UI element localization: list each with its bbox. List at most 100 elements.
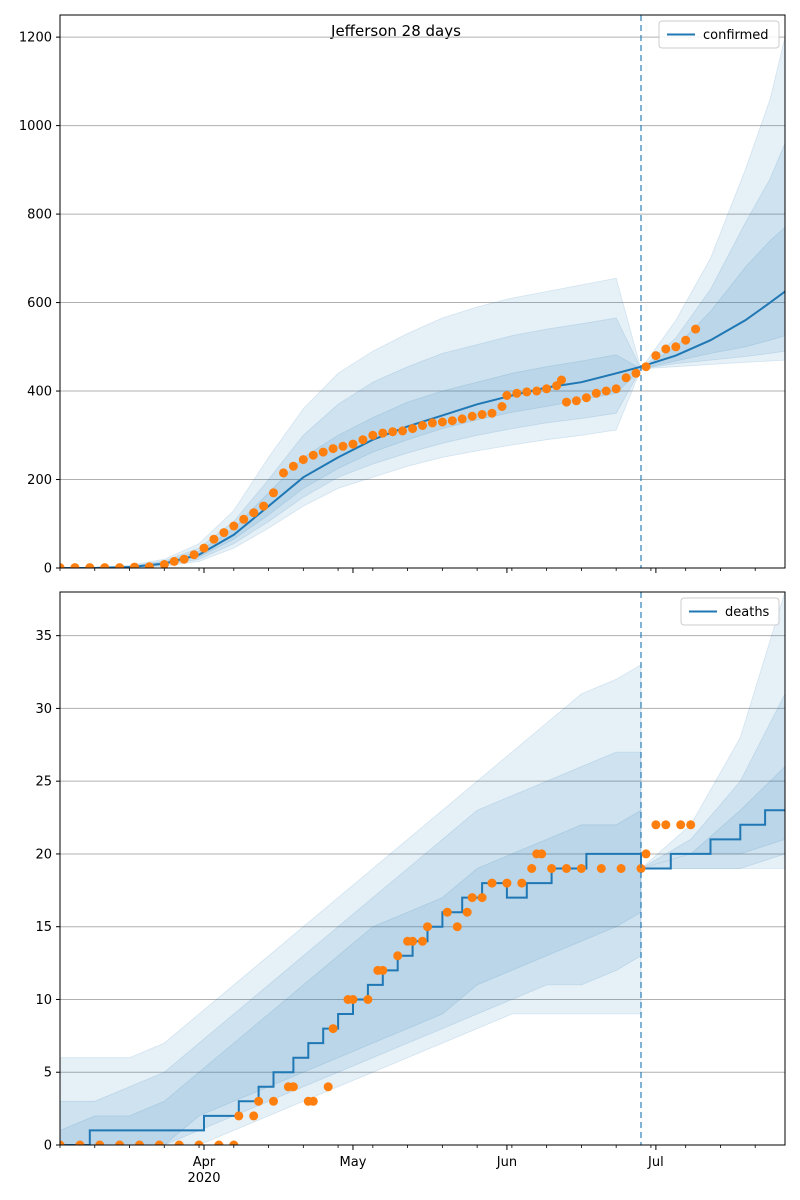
- y-tick-label: 400: [27, 385, 52, 400]
- observed-point: [581, 393, 591, 403]
- observed-point: [641, 849, 651, 859]
- observed-point: [209, 534, 219, 544]
- y-tick-label: 0: [44, 562, 52, 577]
- observed-point: [651, 820, 661, 830]
- observed-point: [269, 1096, 278, 1106]
- observed-point: [269, 488, 278, 498]
- y-tick-label: 25: [35, 775, 52, 790]
- observed-point: [462, 907, 472, 917]
- observed-point: [408, 424, 418, 434]
- observed-point: [174, 1140, 184, 1145]
- observed-point: [661, 820, 671, 830]
- observed-point: [408, 936, 418, 946]
- observed-point: [437, 417, 447, 427]
- observed-point: [537, 849, 547, 859]
- observed-point: [115, 1140, 125, 1145]
- observed-point: [388, 427, 398, 437]
- observed-point: [60, 563, 65, 568]
- observed-point: [601, 386, 611, 396]
- x-tick-label: Apr: [193, 1155, 216, 1170]
- observed-point: [279, 468, 288, 478]
- x-tick-label: Jul: [647, 1155, 664, 1170]
- observed-point: [259, 501, 269, 511]
- observed-point: [234, 1111, 244, 1121]
- uncertainty-band: [639, 592, 785, 869]
- observed-point: [75, 1140, 85, 1145]
- observed-point: [423, 922, 432, 932]
- observed-point: [576, 864, 586, 873]
- observed-point: [348, 995, 358, 1004]
- observed-point: [591, 388, 601, 398]
- y-tick-label: 10: [35, 993, 52, 1008]
- observed-point: [641, 362, 651, 372]
- observed-point: [328, 444, 338, 454]
- observed-point: [318, 447, 328, 457]
- y-tick-label: 800: [27, 208, 52, 223]
- observed-point: [487, 878, 497, 888]
- observed-point: [557, 375, 566, 385]
- chart-title: Jefferson 28 days: [330, 22, 461, 40]
- observed-point: [477, 893, 487, 903]
- observed-point: [249, 508, 259, 518]
- axes-frame: [59, 591, 786, 1146]
- observed-point: [135, 1140, 144, 1145]
- observed-point: [239, 514, 249, 524]
- uncertainty-band: [60, 143, 785, 568]
- y-tick-label: 35: [35, 629, 52, 644]
- observed-point: [532, 386, 542, 396]
- observed-point: [179, 554, 189, 564]
- observed-point: [442, 907, 452, 917]
- observed-point: [229, 1140, 239, 1145]
- y-tick-label: 200: [27, 473, 52, 488]
- observed-point: [457, 414, 467, 424]
- observed-point: [60, 1140, 65, 1145]
- observed-point: [348, 439, 358, 449]
- observed-point: [308, 450, 318, 460]
- y-tick-label: 600: [27, 296, 52, 311]
- legend-box: [680, 597, 780, 626]
- observed-point: [199, 543, 209, 553]
- observed-point: [661, 344, 671, 354]
- observed-point: [611, 384, 621, 394]
- y-tick-label: 30: [35, 702, 52, 717]
- observed-point: [328, 1024, 338, 1034]
- observed-point: [452, 922, 462, 932]
- observed-point: [130, 562, 139, 568]
- observed-point: [288, 1082, 298, 1092]
- observed-point: [497, 402, 507, 411]
- plot-area: [60, 37, 785, 568]
- observed-point: [631, 368, 641, 378]
- legend-label: deaths: [725, 605, 770, 620]
- observed-point: [308, 1096, 318, 1106]
- observed-point: [502, 391, 512, 400]
- observed-point: [427, 418, 437, 428]
- observed-point: [671, 342, 681, 352]
- observed-point: [358, 435, 368, 445]
- uncertainty-band: [60, 226, 785, 568]
- observed-point: [323, 1082, 333, 1092]
- plot-area: [60, 592, 785, 1145]
- confirmed-panel: 0 200 400 600 800 1000 1200 confirmed: [19, 14, 786, 577]
- observed-point: [194, 1140, 204, 1145]
- y-tick-label: 0: [44, 1139, 52, 1154]
- uncertainty-band: [60, 37, 785, 568]
- observed-point: [418, 936, 427, 946]
- observed-point: [229, 521, 239, 531]
- observed-point: [249, 1111, 259, 1121]
- observed-point: [522, 387, 532, 397]
- observed-point: [115, 563, 125, 568]
- y-tick-label: 20: [35, 847, 52, 862]
- x-tick-label: Jun: [496, 1155, 517, 1170]
- observed-point: [254, 1096, 264, 1106]
- observed-point: [487, 408, 497, 418]
- legend-label: confirmed: [703, 28, 769, 43]
- y-tick-label: 15: [35, 920, 52, 935]
- observed-point: [378, 428, 388, 438]
- observed-point: [219, 528, 229, 538]
- observed-point: [512, 388, 522, 398]
- observed-point: [596, 864, 606, 873]
- observed-point: [562, 864, 571, 873]
- observed-point: [681, 335, 691, 345]
- observed-point: [298, 455, 308, 465]
